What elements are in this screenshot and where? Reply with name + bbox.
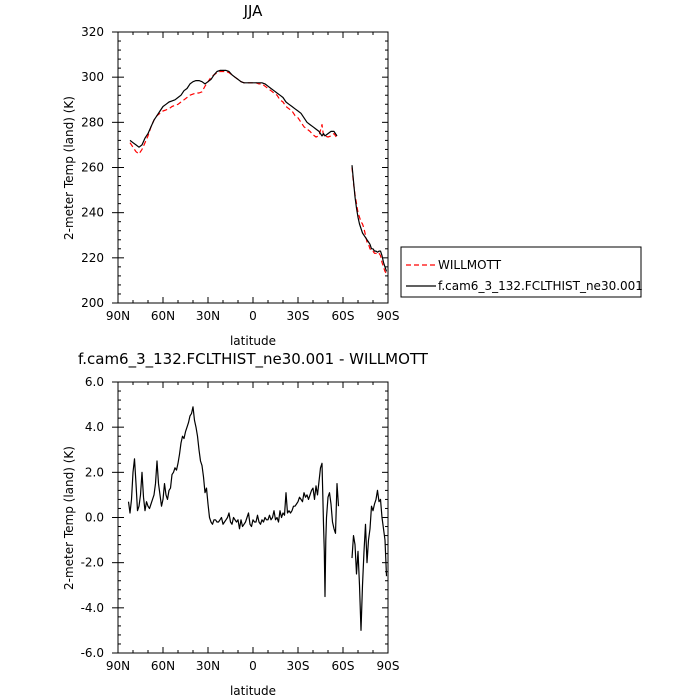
- panel-difference: f.cam6_3_132.FCLTHIST_ne30.001 - WILLMOT…: [62, 350, 429, 698]
- x-tick-label: 60S: [332, 659, 355, 673]
- series-lines: [129, 69, 388, 274]
- legend-label-willmott: WILLMOTT: [438, 258, 502, 272]
- x-axis-label: latitude: [230, 684, 276, 698]
- panel-mean-temperature: JJA 90N 60N 30N 0 30S 60S 90S 200 220 240 260 280 3…: [62, 2, 399, 348]
- y-tick-label: 240: [81, 206, 104, 220]
- y-tick-label: 4.0: [85, 420, 104, 434]
- y-tick-label: 260: [81, 161, 104, 175]
- series-line-1: [129, 69, 338, 148]
- x-tick-label: 60N: [151, 659, 175, 673]
- legend-box: [400, 246, 642, 298]
- y-tick-label: 0.0: [85, 511, 104, 525]
- series-lines: [127, 406, 388, 631]
- x-ticks: 90N 60N 30N 0 30S 60S 90S: [106, 32, 400, 323]
- y-ticks: 200 220 240 260 280 300 320: [81, 25, 388, 310]
- x-tick-label: 0: [249, 309, 257, 323]
- y-tick-label: 2.0: [85, 465, 104, 479]
- y-tick-label: 300: [81, 70, 104, 84]
- plot-frame: [117, 31, 389, 304]
- y-tick-label: 6.0: [85, 375, 104, 389]
- legend-label-model: f.cam6_3_132.FCLTHIST_ne30.001: [438, 279, 643, 293]
- y-ticks: -6.0 -4.0 -2.0 0.0 2.0 4.0 6.0: [81, 375, 388, 660]
- y-tick-label: 280: [81, 115, 104, 129]
- x-tick-label: 90N: [106, 659, 130, 673]
- y-axis-label: 2-meter Temp (land) (K): [62, 446, 76, 590]
- series-line-0: [127, 406, 340, 598]
- y-tick-label: 320: [81, 25, 104, 39]
- x-tick-label: 90N: [106, 309, 130, 323]
- y-tick-label: -6.0: [81, 646, 104, 660]
- chart-title: f.cam6_3_132.FCLTHIST_ne30.001 - WILLMOT…: [78, 350, 429, 369]
- series-line-0: [129, 70, 338, 155]
- x-tick-label: 90S: [377, 309, 400, 323]
- series-line-1: [351, 165, 388, 272]
- x-tick-label: 30S: [287, 309, 310, 323]
- y-tick-label: -4.0: [81, 601, 104, 615]
- x-tick-label: 30N: [196, 309, 220, 323]
- chart-title: JJA: [243, 2, 264, 20]
- y-tick-label: -2.0: [81, 556, 104, 570]
- legend: WILLMOTT f.cam6_3_132.FCLTHIST_ne30.001: [400, 246, 643, 298]
- x-ticks: 90N 60N 30N 0 30S 60S 90S: [106, 382, 400, 673]
- x-tick-label: 30S: [287, 659, 310, 673]
- y-tick-label: 200: [81, 296, 104, 310]
- series-line-0: [351, 167, 387, 274]
- x-tick-label: 90S: [377, 659, 400, 673]
- x-tick-label: 0: [249, 659, 257, 673]
- x-tick-label: 60S: [332, 309, 355, 323]
- x-axis-label: latitude: [230, 334, 276, 348]
- y-axis-label: 2-meter Temp (land) (K): [62, 96, 76, 240]
- x-tick-label: 30N: [196, 659, 220, 673]
- y-tick-label: 220: [81, 251, 104, 265]
- series-line-0: [351, 489, 388, 631]
- plot-frame: [117, 381, 389, 654]
- x-tick-label: 60N: [151, 309, 175, 323]
